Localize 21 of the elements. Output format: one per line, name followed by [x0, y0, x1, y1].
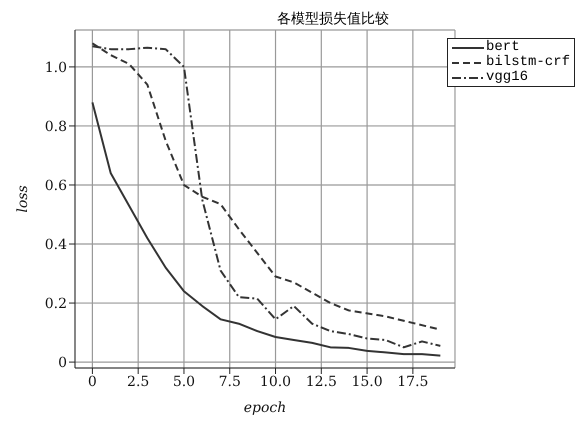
y-tick-label: 0.6 — [44, 178, 68, 194]
x-tick-label: 5.0 — [172, 374, 196, 390]
y-tick-label: 0 — [58, 355, 67, 372]
legend-label: bilstm-crf — [486, 54, 570, 70]
y-tick-label: 0.2 — [44, 296, 67, 312]
y-tick-label: 1.0 — [44, 60, 67, 76]
chart-title: 各模型损失值比较 — [276, 10, 390, 28]
x-tick-label: 7.5 — [218, 374, 241, 390]
y-tick-label: 0.4 — [44, 236, 68, 253]
x-tick-label: 15.0 — [352, 374, 383, 390]
legend-label: vgg16 — [486, 69, 528, 85]
x-tick-label: 2.5 — [127, 374, 150, 390]
y-axis-title: loss — [14, 185, 31, 213]
x-tick-label: 0 — [88, 374, 97, 390]
legend-label: bert — [486, 39, 520, 55]
x-axis-title: epoch — [244, 400, 286, 416]
x-tick-label: 12.5 — [306, 374, 337, 390]
x-tick-label: 17.5 — [397, 374, 428, 390]
y-tick-label: 0.8 — [44, 118, 67, 135]
x-tick-label: 10.0 — [260, 374, 292, 390]
line-series — [91, 101, 442, 357]
